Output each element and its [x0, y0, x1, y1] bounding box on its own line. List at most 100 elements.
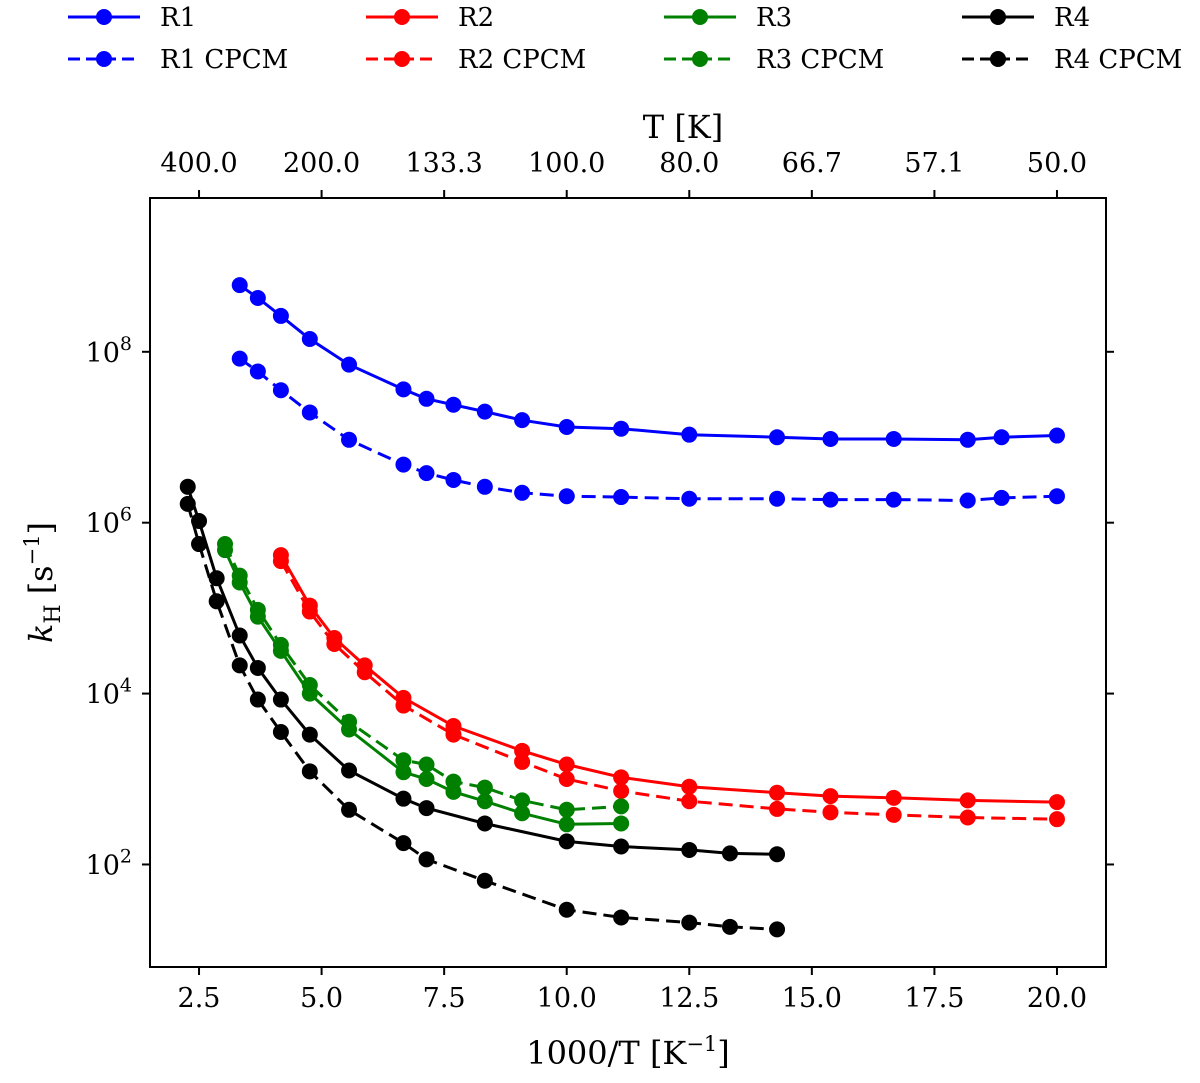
data-point	[681, 914, 698, 931]
legend-label: R2 CPCM	[458, 45, 586, 75]
data-point	[769, 800, 786, 817]
data-point	[1048, 427, 1065, 444]
y-tick-label: 104	[86, 675, 132, 711]
data-point	[613, 909, 630, 926]
series-r1-cpcm	[231, 350, 1065, 509]
legend-entry: R2	[366, 3, 494, 33]
data-point	[179, 495, 196, 512]
data-point	[558, 801, 575, 818]
top-tick-label: 57.1	[904, 148, 964, 179]
data-point	[395, 456, 412, 473]
data-point	[208, 570, 225, 587]
data-point	[395, 835, 412, 852]
data-point	[885, 491, 902, 508]
series-r2	[272, 547, 1065, 811]
data-point	[356, 664, 373, 681]
data-point	[249, 289, 266, 306]
data-point	[558, 771, 575, 788]
x-axis-label: 1000/T [K−1]	[526, 1032, 730, 1072]
top-tick-label: 66.7	[782, 148, 842, 179]
data-point	[418, 756, 435, 773]
data-point	[822, 430, 839, 447]
data-point	[301, 763, 318, 780]
legend-entry: R1 CPCM	[68, 45, 288, 75]
data-point	[558, 488, 575, 505]
data-point	[613, 798, 630, 815]
legend-label: R1 CPCM	[160, 45, 288, 75]
legend-marker	[394, 51, 410, 67]
legend-label: R4 CPCM	[1054, 45, 1182, 75]
data-point	[301, 677, 318, 694]
data-point	[476, 815, 493, 832]
legend-label: R4	[1054, 3, 1090, 33]
data-point	[476, 779, 493, 796]
x-tick-label: 5.0	[300, 983, 343, 1014]
data-point	[418, 390, 435, 407]
data-point	[558, 901, 575, 918]
series-r4-cpcm	[179, 495, 786, 938]
legend-marker	[990, 9, 1006, 25]
data-point	[1048, 794, 1065, 811]
data-point	[476, 872, 493, 889]
data-point	[514, 753, 531, 770]
data-point	[885, 430, 902, 447]
x-tick-label: 10.0	[537, 983, 597, 1014]
data-point	[231, 277, 248, 294]
data-point	[885, 806, 902, 823]
data-point	[769, 784, 786, 801]
x-tick-label: 17.5	[904, 983, 964, 1014]
legend-marker	[96, 51, 112, 67]
data-point	[959, 492, 976, 509]
legend-marker	[990, 51, 1006, 67]
data-point	[476, 403, 493, 420]
data-point	[418, 771, 435, 788]
data-point	[514, 742, 531, 759]
data-point	[681, 426, 698, 443]
data-point	[326, 636, 343, 653]
data-point	[993, 489, 1010, 506]
data-point	[395, 790, 412, 807]
data-point	[558, 833, 575, 850]
data-point	[822, 491, 839, 508]
legend: R1 R1 CPCM R2 R2 CPCM R3 R3 CPCM R4 R4 CPCM	[68, 3, 1182, 75]
data-point	[395, 764, 412, 781]
data-point	[613, 769, 630, 786]
data-point	[341, 801, 358, 818]
series-line	[186, 503, 778, 931]
series-r1	[231, 277, 1065, 448]
data-point	[231, 627, 248, 644]
data-point	[769, 490, 786, 507]
y-tick-label: 108	[86, 333, 132, 369]
data-point	[885, 789, 902, 806]
legend-label: R2	[458, 3, 494, 33]
data-point	[445, 726, 462, 743]
data-point	[993, 429, 1010, 446]
data-point	[959, 792, 976, 809]
data-point	[822, 788, 839, 805]
top-tick-label: 100.0	[528, 148, 605, 179]
data-point	[769, 921, 786, 938]
legend-label: R3 CPCM	[756, 45, 884, 75]
legend-marker	[96, 9, 112, 25]
data-point	[301, 726, 318, 743]
data-point	[249, 363, 266, 380]
data-point	[681, 841, 698, 858]
legend-label: R3	[756, 3, 792, 33]
data-point	[558, 418, 575, 435]
top-tick-label: 80.0	[659, 148, 719, 179]
data-point	[301, 404, 318, 421]
series-r2-cpcm	[272, 553, 1065, 828]
plot-frame	[149, 197, 1107, 968]
data-point	[721, 918, 738, 935]
data-point	[769, 429, 786, 446]
plot-area	[179, 277, 1065, 938]
data-point	[301, 603, 318, 620]
data-point	[395, 752, 412, 769]
data-point	[769, 846, 786, 863]
data-point	[341, 356, 358, 373]
legend-marker	[692, 51, 708, 67]
data-point	[721, 845, 738, 862]
data-point	[959, 809, 976, 826]
top-tick-label: 50.0	[1027, 148, 1087, 179]
